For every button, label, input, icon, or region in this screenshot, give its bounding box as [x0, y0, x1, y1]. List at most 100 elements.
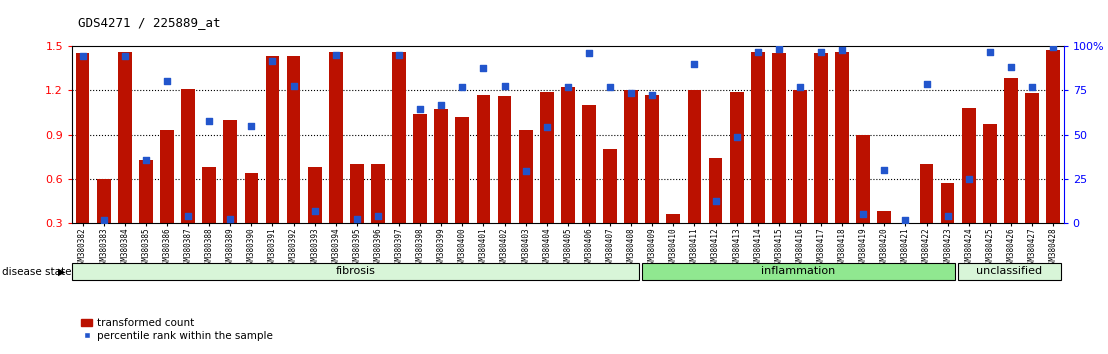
Bar [161, 130, 174, 223]
Bar [645, 95, 659, 223]
Bar [182, 89, 195, 223]
Bar [519, 130, 533, 223]
Bar [730, 92, 743, 223]
Point [285, 83, 302, 88]
Bar [96, 179, 111, 223]
Point [749, 49, 767, 55]
Bar [624, 90, 638, 223]
Bar [962, 108, 975, 223]
Point [960, 176, 977, 182]
Bar [138, 160, 153, 223]
Point [560, 85, 577, 90]
Bar [203, 167, 216, 223]
Point [917, 81, 935, 87]
Point [707, 198, 725, 204]
Point [938, 213, 956, 218]
Bar [350, 164, 363, 223]
Point [158, 79, 176, 84]
Bar [582, 105, 596, 223]
Bar [497, 96, 512, 223]
Point [222, 216, 239, 222]
Bar [224, 120, 237, 223]
Bar [983, 124, 997, 223]
Point [812, 49, 830, 55]
Point [875, 167, 893, 173]
Bar [709, 158, 722, 223]
Bar [434, 109, 448, 223]
Bar [1025, 93, 1039, 223]
Bar [878, 211, 891, 223]
Bar [642, 263, 955, 280]
Bar [72, 263, 638, 280]
Text: fibrosis: fibrosis [336, 266, 376, 276]
Text: GDS4271 / 225889_at: GDS4271 / 225889_at [78, 16, 220, 29]
Bar [371, 164, 384, 223]
Point [896, 217, 914, 223]
Point [453, 85, 471, 90]
Text: unclassified: unclassified [976, 266, 1043, 276]
Point [602, 85, 619, 90]
Bar [476, 95, 491, 223]
Point [348, 216, 366, 222]
Point [854, 211, 872, 217]
Point [516, 169, 534, 174]
Point [243, 123, 260, 129]
Point [1002, 64, 1019, 69]
Point [981, 49, 998, 55]
Bar [920, 164, 933, 223]
Point [95, 217, 113, 223]
Bar [1004, 79, 1018, 223]
Point [791, 85, 809, 90]
Point [432, 102, 450, 108]
Point [686, 61, 704, 67]
Bar [941, 183, 954, 223]
Point [537, 124, 555, 130]
Point [581, 51, 598, 56]
Bar [75, 53, 90, 223]
Bar [814, 53, 828, 223]
Bar [1046, 50, 1060, 223]
Bar [245, 173, 258, 223]
Bar [856, 135, 870, 223]
Point [137, 157, 155, 162]
Legend: transformed count, percentile rank within the sample: transformed count, percentile rank withi… [78, 314, 277, 345]
Bar [751, 52, 765, 223]
Bar [603, 149, 617, 223]
Bar [287, 56, 300, 223]
Bar [561, 87, 575, 223]
Bar [899, 223, 912, 235]
Bar [413, 114, 427, 223]
Point [264, 58, 281, 64]
Text: inflammation: inflammation [761, 266, 835, 276]
Bar [392, 52, 406, 223]
Bar [793, 90, 807, 223]
Point [201, 118, 218, 124]
Point [623, 90, 640, 96]
Point [369, 213, 387, 218]
Bar [308, 167, 321, 223]
Bar [266, 56, 279, 223]
Point [179, 213, 197, 218]
Point [728, 135, 746, 140]
Point [74, 53, 92, 59]
Point [1023, 85, 1040, 90]
Text: disease state: disease state [2, 267, 72, 277]
Text: ▶: ▶ [59, 267, 65, 277]
Point [770, 46, 788, 52]
Bar [667, 214, 680, 223]
Point [116, 53, 134, 59]
Bar [455, 117, 469, 223]
Point [665, 250, 683, 255]
Bar [540, 92, 554, 223]
Point [833, 47, 851, 53]
Point [1044, 45, 1061, 50]
Point [495, 83, 513, 88]
Point [644, 92, 661, 97]
Point [327, 52, 345, 58]
Point [474, 65, 492, 71]
Point [306, 209, 324, 214]
Point [390, 52, 408, 58]
Bar [835, 52, 849, 223]
Point [411, 107, 429, 112]
Bar [772, 53, 786, 223]
